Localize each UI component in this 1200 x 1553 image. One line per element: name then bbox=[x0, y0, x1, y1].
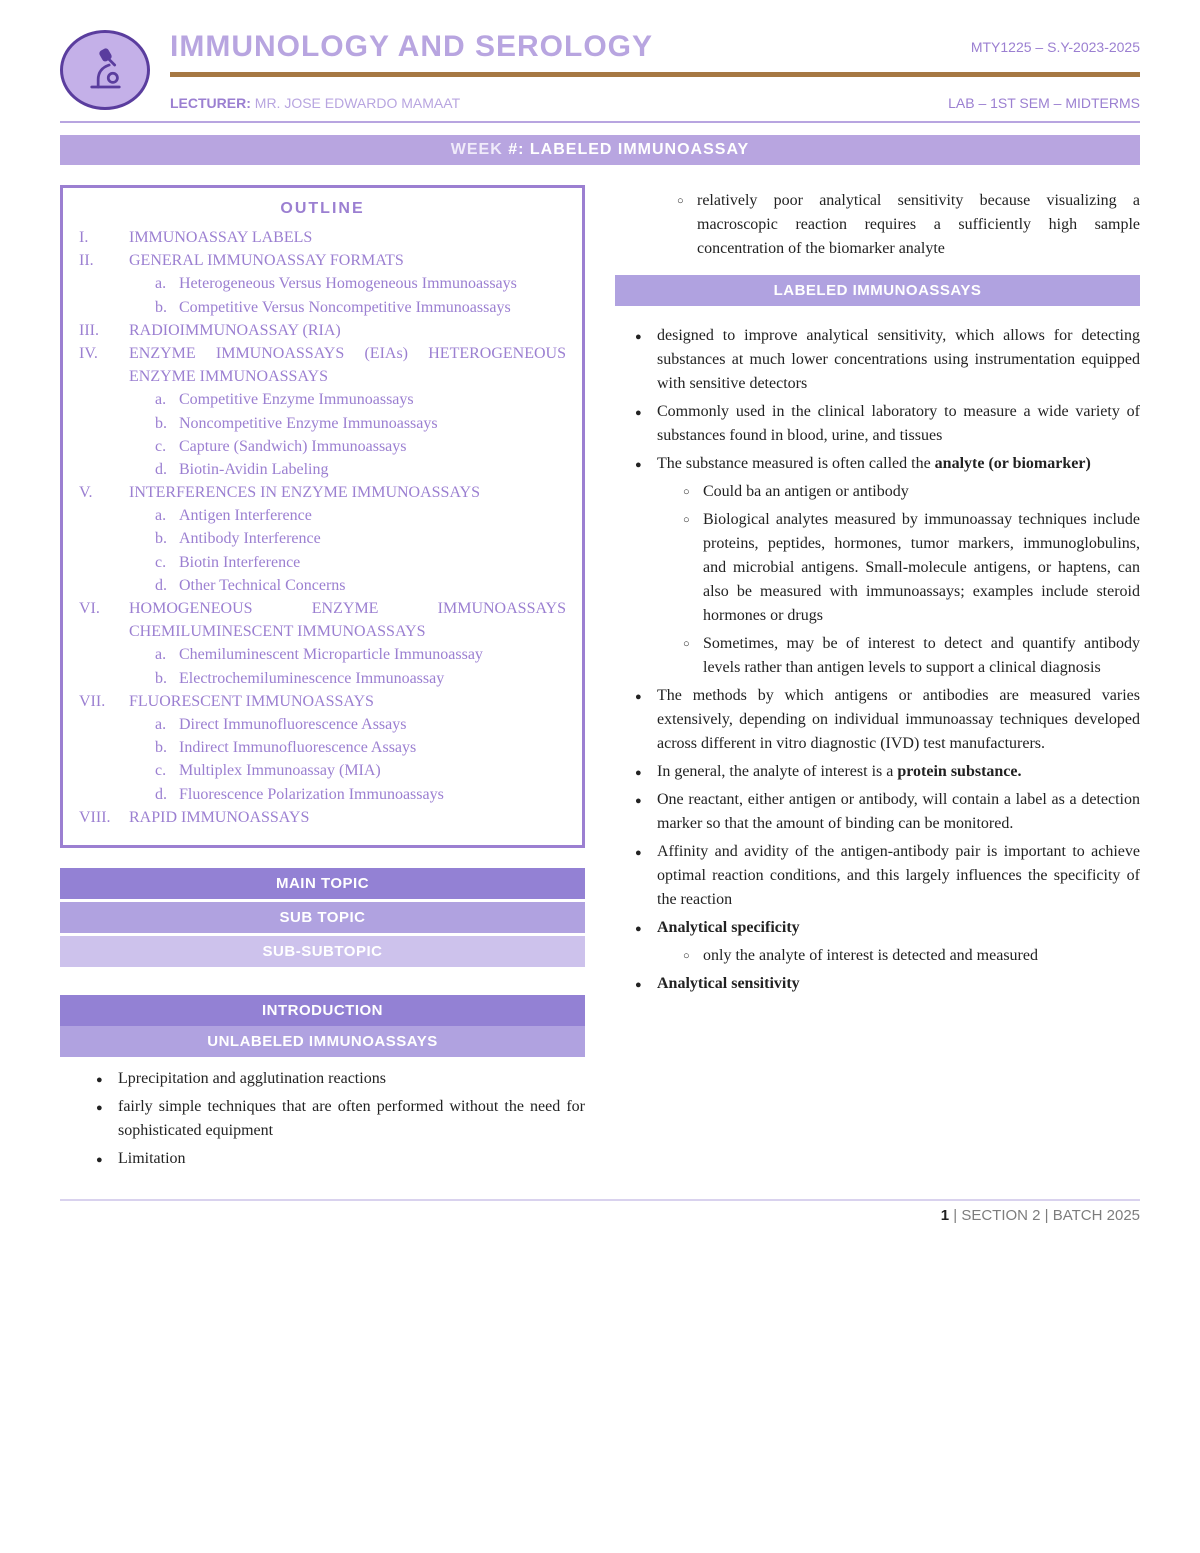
outline-item: III.RADIOIMMUNOASSAY (RIA) bbox=[79, 319, 566, 342]
bullet-item: The methods by which antigens or antibod… bbox=[635, 684, 1140, 756]
page-header: IMMUNOLOGY AND SEROLOGY MTY1225 – S.Y-20… bbox=[60, 30, 1140, 111]
unlabeled-bullets: Lprecipitation and agglutination reactio… bbox=[60, 1057, 585, 1171]
bullet-item: One reactant, either antigen or antibody… bbox=[635, 788, 1140, 836]
course-code: MTY1225 – S.Y-2023-2025 bbox=[971, 39, 1140, 55]
unlabeled-bar: UNLABELED IMMUNOASSAYS bbox=[60, 1026, 585, 1057]
sub-bullet-item: Biological analytes measured by immunoas… bbox=[683, 508, 1140, 628]
banner-week: WEEK bbox=[451, 141, 503, 158]
labeled-bar: LABELED IMMUNOASSAYS bbox=[615, 275, 1140, 306]
banner-rest: #: LABELED IMMUNOASSAY bbox=[503, 141, 749, 158]
sub-bullet-item: relatively poor analytical sensitivity b… bbox=[677, 189, 1140, 261]
labeled-bullets: designed to improve analytical sensitivi… bbox=[615, 314, 1140, 996]
bullet-item: fairly simple techniques that are often … bbox=[96, 1095, 585, 1143]
lecturer-label: LECTURER: bbox=[170, 95, 251, 111]
right-top-list: relatively poor analytical sensitivity b… bbox=[615, 189, 1140, 261]
left-column: OUTLINE I.IMMUNOASSAY LABELSII.GENERAL I… bbox=[60, 185, 585, 1175]
outline-item: VI.HOMOGENEOUS ENZYME IMMUNOASSAYS CHEMI… bbox=[79, 597, 566, 690]
bullet-item: Analytical sensitivity bbox=[635, 972, 1140, 996]
sub-bullet-item: only the analyte of interest is detected… bbox=[683, 944, 1140, 968]
outline-item: IV.ENZYME IMMUNOASSAYS (EIAs) HETEROGENE… bbox=[79, 342, 566, 481]
divider-brown bbox=[170, 72, 1140, 77]
outline-item: VII.FLUORESCENT IMMUNOASSAYSa.Direct Imm… bbox=[79, 690, 566, 806]
outline-box: OUTLINE I.IMMUNOASSAY LABELSII.GENERAL I… bbox=[60, 185, 585, 848]
sub-topic-bar: SUB TOPIC bbox=[60, 902, 585, 933]
outline-list: I.IMMUNOASSAY LABELSII.GENERAL IMMUNOASS… bbox=[79, 226, 566, 829]
logo-badge bbox=[60, 30, 150, 110]
page-number: 1 bbox=[941, 1207, 949, 1224]
week-banner: WEEK #: LABELED IMMUNOASSAY bbox=[60, 135, 1140, 165]
bullet-item: designed to improve analytical sensitivi… bbox=[635, 324, 1140, 396]
course-title: IMMUNOLOGY AND SEROLOGY bbox=[170, 30, 653, 64]
bullet-item: Lprecipitation and agglutination reactio… bbox=[96, 1067, 585, 1091]
outline-item: I.IMMUNOASSAY LABELS bbox=[79, 226, 566, 249]
outline-item: V.INTERFERENCES IN ENZYME IMMUNOASSAYSa.… bbox=[79, 481, 566, 597]
sub-bullet-item: Could ba an antigen or antibody bbox=[683, 480, 1140, 504]
bullet-item: Commonly used in the clinical laboratory… bbox=[635, 400, 1140, 448]
right-top-wrap: relatively poor analytical sensitivity b… bbox=[651, 189, 1140, 261]
bullet-item: Affinity and avidity of the antigen-anti… bbox=[635, 840, 1140, 912]
footer-rest: | SECTION 2 | BATCH 2025 bbox=[949, 1207, 1140, 1224]
right-column: relatively poor analytical sensitivity b… bbox=[615, 185, 1140, 1175]
bullet-item: Analytical specificityonly the analyte o… bbox=[635, 916, 1140, 968]
outline-item: VIII.RAPID IMMUNOASSAYS bbox=[79, 806, 566, 829]
lab-info: LAB – 1ST SEM – MIDTERMS bbox=[948, 95, 1140, 111]
microscope-icon bbox=[78, 43, 133, 98]
page-footer: 1 | SECTION 2 | BATCH 2025 bbox=[60, 1199, 1140, 1224]
sub-bullet-item: Sometimes, may be of interest to detect … bbox=[683, 632, 1140, 680]
bullet-item: The substance measured is often called t… bbox=[635, 452, 1140, 680]
sub-subtopic-bar: SUB-SUBTOPIC bbox=[60, 936, 585, 967]
divider-purple bbox=[60, 121, 1140, 123]
bullet-item: Limitation bbox=[96, 1147, 585, 1171]
introduction-bar: INTRODUCTION bbox=[60, 995, 585, 1026]
bullet-item: In general, the analyte of interest is a… bbox=[635, 760, 1140, 784]
right-top-sub: relatively poor analytical sensitivity b… bbox=[651, 189, 1140, 261]
main-topic-bar: MAIN TOPIC bbox=[60, 868, 585, 899]
lecturer-name: MR. JOSE EDWARDO MAMAAT bbox=[255, 95, 460, 111]
outline-item: II.GENERAL IMMUNOASSAY FORMATSa.Heteroge… bbox=[79, 249, 566, 319]
outline-title: OUTLINE bbox=[79, 200, 566, 218]
